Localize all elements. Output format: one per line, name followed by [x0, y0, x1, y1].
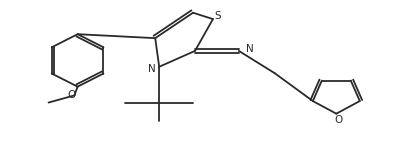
Text: N: N	[148, 64, 156, 74]
Text: O: O	[334, 115, 342, 125]
Text: N: N	[246, 44, 254, 54]
Text: S: S	[215, 11, 221, 21]
Text: O: O	[68, 90, 76, 100]
